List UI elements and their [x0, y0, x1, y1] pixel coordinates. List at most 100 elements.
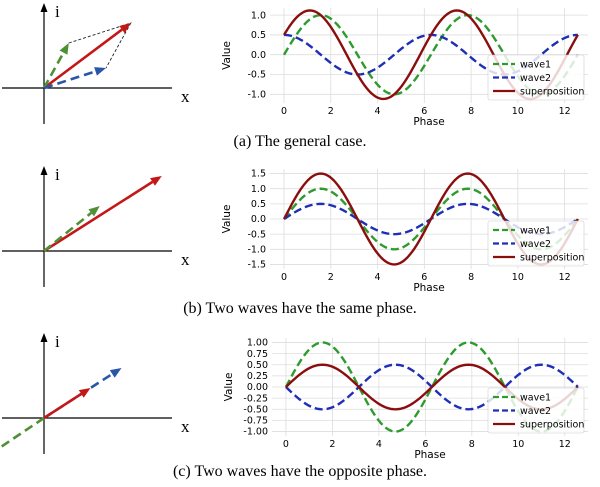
- x-tick-label: 10: [512, 272, 524, 283]
- x-tick-label: 0: [283, 439, 289, 450]
- vector-sum: [43, 176, 162, 253]
- phasor-diagram-c: ix: [0, 332, 190, 454]
- y-tick-label: 0.75: [247, 349, 268, 360]
- vector-wave2-shaft: [43, 70, 96, 90]
- y-tick-label: -0.25: [243, 393, 268, 404]
- y-tick-label: 1.0: [251, 10, 266, 21]
- x-tick-label: 10: [512, 439, 524, 450]
- y-tick-label: -1.0: [247, 89, 266, 100]
- y-tick-label: 0.5: [251, 199, 266, 210]
- real-axis-label: x: [181, 250, 190, 269]
- real-axis-label: x: [181, 87, 190, 106]
- legend: wave1 wave2 superposition: [487, 220, 585, 267]
- vector-wave1-shaft: [0, 416, 45, 450]
- x-tick-label: 12: [559, 439, 571, 450]
- x-tick-label: 6: [421, 272, 427, 283]
- x-tick-label: 12: [559, 272, 571, 283]
- legend-label-wave1: wave1: [520, 59, 551, 70]
- x-tick-label: 2: [328, 272, 334, 283]
- y-tick-label: 1.5: [251, 169, 266, 180]
- imag-axis-arrowhead: [40, 3, 48, 12]
- x-tick-label: 4: [375, 106, 381, 117]
- x-tick-label: 8: [468, 106, 474, 117]
- x-tick-label: 6: [422, 439, 428, 450]
- caption-a: (a) The general case.: [233, 133, 367, 150]
- legend-label-superposition: superposition: [520, 86, 584, 97]
- x-tick-label: 12: [559, 106, 571, 117]
- imag-axis-arrowhead: [40, 166, 48, 175]
- legend: wave1 wave2 superposition: [487, 54, 585, 101]
- y-tick-label: -1.00: [243, 427, 268, 438]
- y-tick-label: 0.0: [251, 50, 266, 61]
- y-tick-label: -0.5: [247, 70, 266, 81]
- y-tick-label: 0.5: [251, 30, 266, 41]
- legend-box: [487, 54, 585, 101]
- x-tick-label: 4: [375, 272, 381, 283]
- vector-wave2: [43, 67, 106, 90]
- y-tick-label: 0.00: [247, 382, 268, 393]
- legend-label-superposition: superposition: [520, 252, 584, 263]
- x-tick-label: 2: [328, 106, 334, 117]
- y-tick-label: -1.5: [247, 260, 266, 271]
- vector-wave2-head: [109, 368, 122, 378]
- caption-c: (c) Two waves have the opposite phase.: [172, 463, 428, 480]
- vector-sum-head: [150, 176, 162, 186]
- imag-axis-label: i: [55, 2, 60, 21]
- y-tick-label: -0.75: [243, 416, 268, 427]
- legend-box: [487, 220, 585, 267]
- x-tick-label: 2: [329, 439, 335, 450]
- vector-wave2: [43, 368, 122, 420]
- legend-box: [487, 387, 585, 434]
- vector-wave2-head: [94, 67, 106, 76]
- legend: wave1 wave2 superposition: [487, 387, 585, 434]
- x-tick-label: 8: [468, 272, 474, 283]
- legend-label-wave1: wave1: [520, 392, 551, 403]
- y-tick-label: 0.25: [247, 371, 268, 382]
- vector-wave1-head: [88, 206, 100, 217]
- legend-label-wave2: wave2: [520, 239, 551, 250]
- vector-sum-shaft: [43, 28, 123, 90]
- real-axis-label: x: [181, 417, 190, 436]
- vector-wave1: [42, 43, 69, 89]
- phasor-diagram-b: ix: [2, 165, 190, 287]
- x-tick-label: 8: [469, 439, 475, 450]
- y-axis-label: Value: [221, 205, 233, 234]
- y-tick-label: -0.5: [247, 229, 266, 240]
- x-tick-label: 0: [281, 272, 287, 283]
- vector-wave1: [43, 206, 100, 253]
- vector-sum-shaft: [43, 180, 154, 253]
- vector-wave1-shaft: [42, 52, 65, 89]
- x-tick-label: 0: [281, 106, 287, 117]
- wave-chart-c: 0 2 4 6 8 10 12 -1.00-0.75-0.50-0.250.000.250.5…: [223, 338, 588, 461]
- imag-axis-arrowhead: [40, 333, 48, 342]
- phasor-diagram-a: ix: [2, 2, 190, 124]
- wave-chart-a: 0 2 4 6 8 10 12 -1.0 -0.5 0.0 0.5 1.0 Phase Value wave…: [221, 8, 588, 128]
- legend-label-wave1: wave1: [520, 225, 551, 236]
- caption-b: (b) Two waves have the same phase.: [183, 300, 417, 317]
- y-tick-label: 1.0: [251, 184, 266, 195]
- vector-sum-head: [119, 23, 131, 34]
- vector-sum-shaft: [43, 392, 82, 420]
- y-tick-label: -0.50: [243, 404, 268, 415]
- y-tick-label: 0.0: [251, 214, 266, 225]
- wave-chart-b: 0 2 4 6 8 10 12 -1.5 -1.0 -0.5 0.0 0.5 1.0 1.5 Phase Va…: [221, 169, 588, 294]
- vector-sum: [43, 388, 91, 420]
- x-axis-label: Phase: [413, 282, 444, 294]
- legend-label-superposition: superposition: [520, 419, 584, 430]
- x-axis-label: Phase: [413, 116, 444, 128]
- y-axis-label: Value: [221, 41, 233, 70]
- y-tick-label: 0.50: [247, 360, 268, 371]
- vector-sum: [43, 23, 131, 90]
- vector-wave1: [0, 416, 45, 450]
- x-axis-label: Phase: [414, 449, 445, 461]
- y-axis-label: Value: [223, 373, 235, 402]
- legend-label-wave2: wave2: [520, 406, 551, 417]
- vector-wave1-head: [59, 43, 69, 55]
- vector-wave1-shaft: [43, 211, 93, 253]
- vector-sum-head: [78, 388, 91, 398]
- legend-label-wave2: wave2: [520, 73, 551, 84]
- y-tick-label: -1.0: [247, 245, 266, 256]
